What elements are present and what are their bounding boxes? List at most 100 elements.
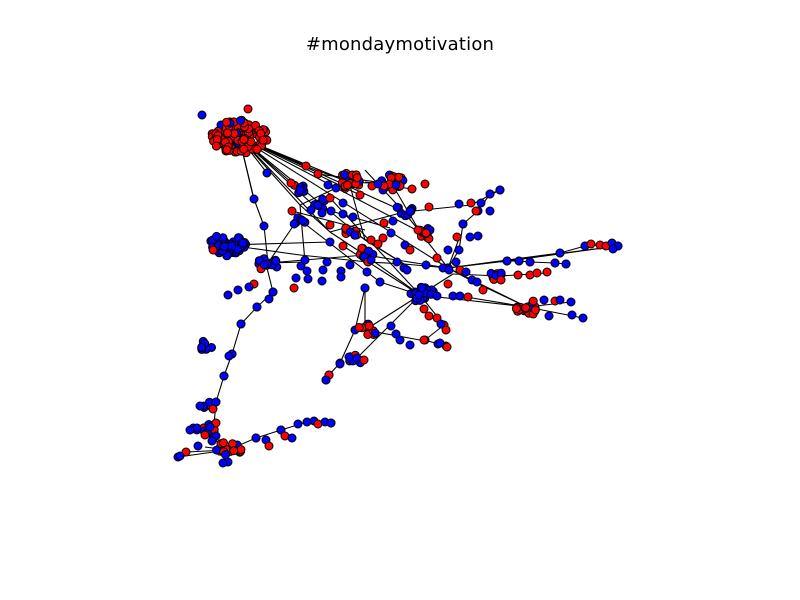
graph-node-blue	[386, 228, 396, 238]
graph-node-red	[420, 179, 430, 189]
graph-node-red	[413, 225, 423, 235]
graph-node-blue	[238, 238, 248, 248]
graph-node-red	[496, 275, 506, 285]
graph-node-red	[219, 438, 228, 448]
graph-node-blue	[317, 208, 327, 218]
graph-node-red	[313, 169, 323, 179]
graph-node-red	[528, 296, 538, 306]
graph-node-blue	[335, 359, 345, 369]
graph-node-red	[252, 144, 262, 154]
graph-node-blue	[289, 219, 299, 229]
graph-node-red	[355, 190, 365, 200]
graph-node-blue	[221, 450, 230, 460]
graph-edge	[267, 254, 366, 264]
graph-node-red	[419, 304, 429, 314]
graph-node-blue	[392, 202, 402, 212]
graph-node-red	[200, 430, 210, 440]
graph-node-red	[229, 446, 239, 456]
graph-node-blue	[326, 206, 336, 216]
graph-node-blue	[550, 258, 560, 268]
graph-node-blue	[205, 422, 215, 432]
graph-node-red	[424, 311, 434, 321]
graph-node-blue	[566, 297, 576, 307]
graph-node-red	[373, 239, 383, 249]
graph-node-blue	[318, 265, 328, 275]
graph-node-red	[424, 202, 434, 212]
graph-node-red	[208, 245, 218, 255]
graph-node-red	[325, 193, 335, 203]
graph-edge	[471, 280, 528, 308]
graph-node-blue	[544, 311, 554, 321]
graph-node-red	[432, 253, 442, 263]
graph-node-blue	[338, 209, 348, 219]
graph-node-red	[364, 321, 374, 331]
graph-node-blue	[366, 255, 376, 265]
graph-node-red	[513, 270, 523, 280]
graph-node-red	[208, 404, 218, 414]
graph-node-blue	[608, 244, 618, 254]
graph-node-red	[211, 141, 221, 151]
graph-node-red	[379, 218, 389, 228]
graph-node-blue	[395, 335, 405, 345]
graph-node-red	[419, 335, 429, 345]
graph-node-red	[394, 172, 404, 182]
graph-node-blue	[193, 441, 203, 451]
graph-node-blue	[249, 194, 259, 204]
graph-node-blue	[325, 237, 335, 247]
graph-node-blue	[555, 295, 565, 305]
graph-node-blue	[331, 183, 341, 193]
graph-node-blue	[578, 313, 588, 323]
graph-node-blue	[454, 245, 464, 255]
graph-node-blue	[495, 185, 505, 195]
graph-node-blue	[344, 352, 354, 362]
graph-node-blue	[207, 436, 217, 446]
graph-node-blue	[322, 257, 332, 267]
graph-node-red	[443, 279, 453, 289]
graph-node-red	[352, 173, 362, 183]
graph-node-red	[532, 268, 542, 278]
graph-node-blue	[197, 342, 207, 352]
graph-node-blue	[485, 206, 495, 216]
graph-node-blue	[336, 272, 346, 282]
graph-node-red	[354, 323, 364, 332]
graph-node-blue	[461, 267, 471, 277]
graph-node-blue	[561, 259, 571, 269]
graph-node-blue	[268, 287, 278, 297]
graph-node-blue	[362, 267, 372, 277]
graph-node-blue	[317, 276, 327, 286]
graph-node-blue	[472, 277, 482, 287]
graph-node-blue	[236, 116, 246, 126]
graph-node-blue	[212, 231, 221, 241]
graph-node-blue	[348, 212, 358, 222]
graph-node-red	[378, 233, 388, 243]
graph-edge	[299, 204, 331, 233]
graph-node-blue	[405, 340, 415, 350]
graph-node-blue	[476, 198, 486, 208]
graph-node-blue	[375, 277, 385, 287]
graph-node-blue	[259, 260, 269, 270]
graph-node-blue	[218, 458, 228, 468]
graph-node-blue	[233, 285, 243, 295]
graph-node-blue	[251, 433, 261, 443]
graph-edge	[364, 254, 449, 269]
graph-node-blue	[454, 199, 464, 209]
graph-node-blue	[567, 310, 577, 320]
graph-edge	[354, 287, 366, 331]
graph-edge	[299, 254, 369, 263]
graph-node-red	[441, 325, 451, 335]
graph-node-red	[463, 292, 473, 302]
graph-node-blue	[313, 201, 323, 210]
graph-node-blue	[432, 291, 442, 301]
graph-node-blue	[525, 257, 535, 267]
graph-node-blue	[421, 260, 431, 270]
graph-node-red	[243, 104, 253, 114]
graph-node-red	[301, 161, 311, 171]
graph-node-blue	[300, 255, 310, 265]
graph-node-red	[478, 285, 488, 295]
graph-edge	[364, 294, 421, 331]
graph-edge	[348, 181, 366, 241]
graph-node-red	[542, 267, 552, 277]
graph-node-blue	[271, 256, 281, 266]
graph-node-red	[530, 305, 540, 315]
graph-node-blue	[298, 216, 308, 226]
